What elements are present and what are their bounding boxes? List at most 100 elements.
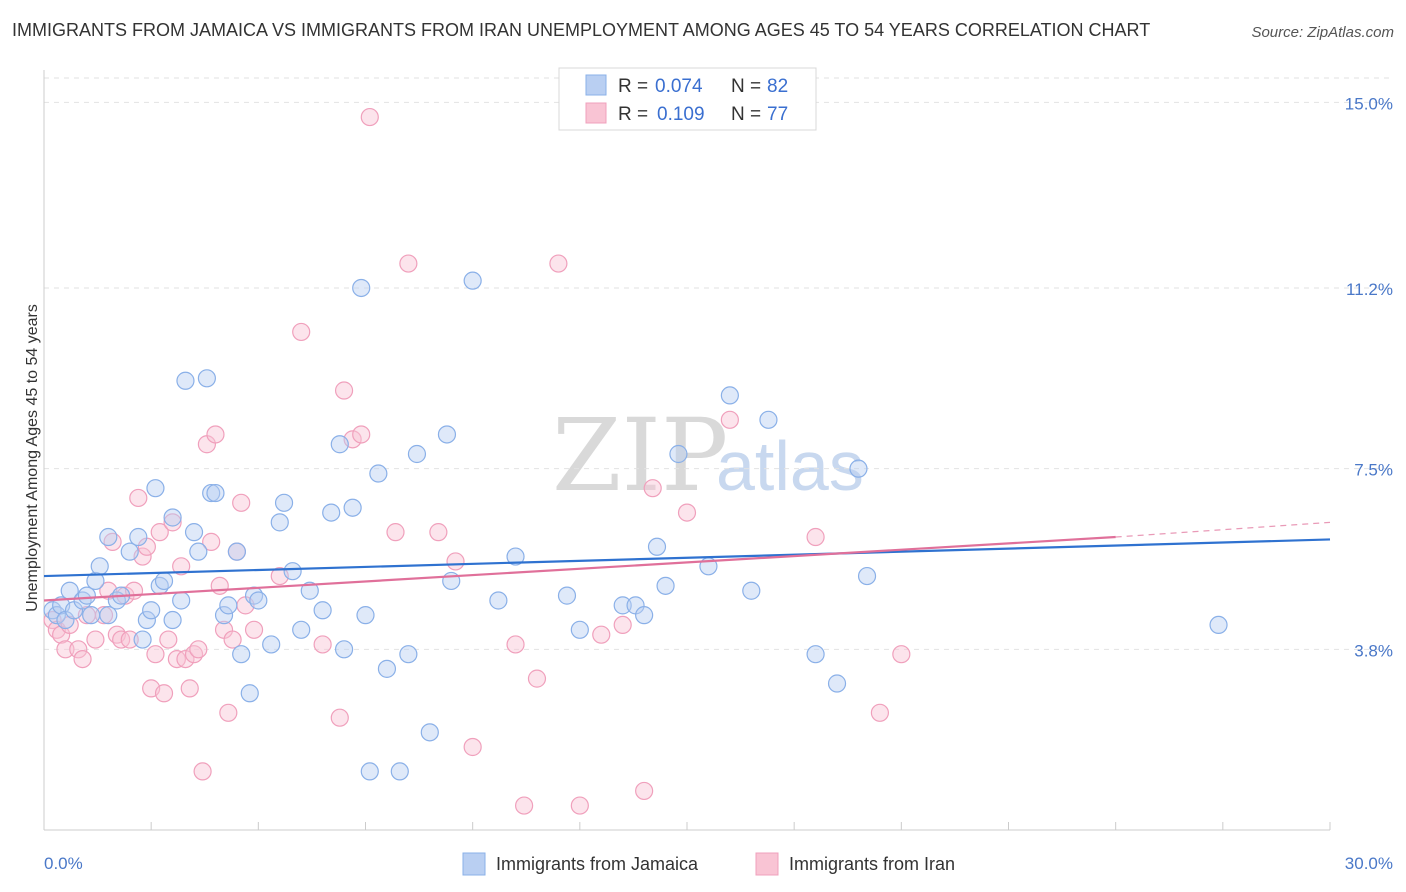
point-jamaica xyxy=(437,425,457,444)
point-jamaica xyxy=(557,586,577,605)
point-jamaica xyxy=(274,493,294,512)
point-jamaica xyxy=(292,620,311,639)
x-tick-label: 30.0% xyxy=(1345,854,1393,873)
series-iran xyxy=(43,107,911,815)
point-jamaica xyxy=(227,542,246,561)
bottom-legend-label-iran: Immigrants from Iran xyxy=(789,854,955,874)
point-iran xyxy=(570,796,589,815)
point-iran xyxy=(360,107,379,127)
point-jamaica xyxy=(47,606,66,625)
point-iran xyxy=(150,523,169,542)
point-iran xyxy=(892,645,911,664)
point-iran xyxy=(720,410,739,429)
point-iran xyxy=(506,635,525,654)
point-iran xyxy=(154,684,174,703)
point-jamaica xyxy=(613,596,632,615)
legend-n-value-jamaica: 82 xyxy=(767,76,788,97)
point-jamaica xyxy=(570,620,589,639)
point-iran xyxy=(244,620,264,639)
point-jamaica xyxy=(360,762,379,781)
y-axis-label: Unemployment Among Ages 45 to 54 years xyxy=(24,304,41,612)
point-jamaica xyxy=(656,576,675,595)
legend-n-value-iran: 77 xyxy=(767,104,788,125)
legend-swatch-jamaica xyxy=(585,74,607,96)
point-iran xyxy=(549,254,568,273)
point-jamaica xyxy=(172,591,191,610)
point-iran xyxy=(643,479,662,498)
point-jamaica xyxy=(330,435,349,454)
point-jamaica xyxy=(356,606,375,625)
point-iran xyxy=(677,503,697,522)
point-iran xyxy=(180,679,199,698)
point-iran xyxy=(206,425,225,444)
y-tick-label: 7.5% xyxy=(1354,461,1393,480)
bottom-legend-swatch-iran xyxy=(755,852,779,876)
point-iran xyxy=(163,513,182,532)
point-jamaica xyxy=(463,271,482,290)
point-jamaica xyxy=(1209,615,1228,635)
series-jamaica xyxy=(43,271,1228,781)
trend-line-iran-extension xyxy=(1115,521,1331,538)
point-iran xyxy=(429,523,448,542)
watermark-zip: ZIP xyxy=(552,397,728,514)
point-iran xyxy=(176,649,195,669)
point-jamaica xyxy=(669,444,688,464)
point-jamaica xyxy=(129,527,148,547)
point-jamaica xyxy=(390,762,409,781)
point-iran xyxy=(870,703,890,722)
legend-n-label-jamaica: N = xyxy=(731,76,761,97)
legend: R = 0.074 N = 82 R = 0.109 N = 77 xyxy=(558,67,817,131)
point-jamaica xyxy=(283,562,302,581)
point-iran xyxy=(352,425,371,444)
point-jamaica xyxy=(214,606,234,625)
point-jamaica xyxy=(219,596,238,615)
gridlines xyxy=(44,77,1392,650)
chart-title: IMMIGRANTS FROM JAMAICA VS IMMIGRANTS FR… xyxy=(12,20,1151,40)
point-iran xyxy=(189,640,208,659)
point-jamaica xyxy=(137,610,156,630)
point-iran xyxy=(806,527,825,547)
point-jamaica xyxy=(240,684,259,703)
point-jamaica xyxy=(352,278,371,298)
point-jamaica xyxy=(742,581,761,600)
axes xyxy=(43,70,1331,831)
point-jamaica xyxy=(154,571,174,591)
point-jamaica xyxy=(300,581,319,600)
point-iran xyxy=(527,669,547,688)
point-jamaica xyxy=(202,483,221,503)
point-iran xyxy=(73,649,92,669)
point-iran xyxy=(399,254,418,273)
trend-line-jamaica xyxy=(43,538,1331,578)
legend-n-label-iran: N = xyxy=(731,104,761,125)
point-iran xyxy=(193,762,212,781)
point-jamaica xyxy=(407,444,427,464)
watermark-atlas: atlas xyxy=(716,427,864,505)
point-iran xyxy=(86,630,105,649)
point-jamaica xyxy=(90,557,109,576)
point-jamaica xyxy=(369,464,388,483)
point-jamaica xyxy=(262,635,281,654)
y-tick-label: 11.2% xyxy=(1346,280,1393,299)
point-jamaica xyxy=(133,630,152,649)
point-jamaica xyxy=(77,586,96,605)
point-jamaica xyxy=(270,513,289,532)
point-jamaica xyxy=(377,659,397,678)
point-jamaica xyxy=(857,566,877,586)
point-iran xyxy=(292,322,311,342)
point-iran xyxy=(313,635,332,654)
trend-lines xyxy=(43,521,1331,602)
legend-r-value-jamaica: 0.074 xyxy=(655,76,703,97)
point-jamaica xyxy=(506,547,525,566)
point-iran xyxy=(515,796,534,815)
point-iran xyxy=(202,532,221,551)
point-jamaica xyxy=(635,606,654,625)
y-tick-label: 3.8% xyxy=(1354,641,1393,660)
trend-line-iran xyxy=(43,535,1116,602)
point-jamaica xyxy=(489,591,508,610)
point-iran xyxy=(56,640,75,659)
point-jamaica xyxy=(849,459,868,478)
point-iran xyxy=(210,576,229,595)
point-jamaica xyxy=(184,523,204,542)
legend-r-value-iran: 0.109 xyxy=(657,104,705,125)
